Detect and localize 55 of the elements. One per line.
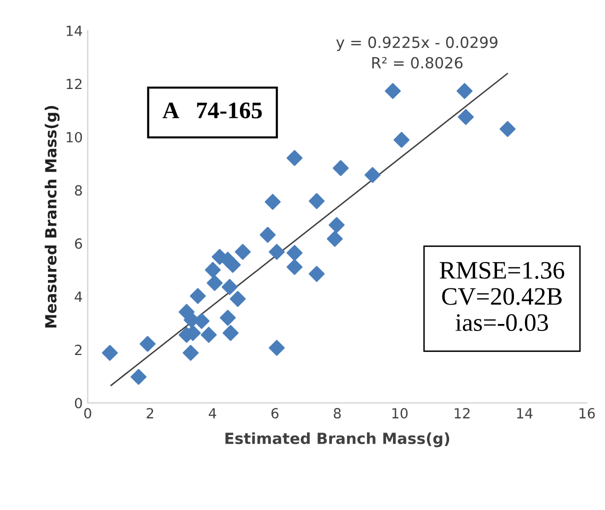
x-tick-label: 2 bbox=[146, 408, 154, 418]
point bbox=[200, 326, 217, 343]
point bbox=[268, 340, 285, 356]
point bbox=[286, 150, 303, 166]
point bbox=[260, 226, 276, 243]
x-tick-label: 6 bbox=[271, 408, 278, 419]
y-tick-label: 2 bbox=[75, 344, 82, 355]
x-tick-label: 8 bbox=[334, 408, 341, 419]
point bbox=[264, 194, 281, 210]
y-tick-label: 10 bbox=[66, 132, 82, 142]
x-tick-label: 12 bbox=[454, 408, 470, 418]
annotation: R² = 0.8026 bbox=[372, 56, 463, 69]
point bbox=[308, 193, 325, 210]
y-axis-title: Measured Branch Mass(g) bbox=[44, 106, 60, 328]
point bbox=[130, 368, 147, 385]
point bbox=[332, 160, 349, 176]
point bbox=[140, 336, 156, 352]
point bbox=[220, 310, 236, 326]
y-tick-label: 14 bbox=[66, 26, 82, 36]
point bbox=[364, 167, 381, 183]
y-tick-label: 4 bbox=[74, 292, 82, 302]
x-tick-label: 14 bbox=[517, 408, 533, 418]
x-tick-label: 4 bbox=[208, 408, 216, 418]
point bbox=[102, 344, 118, 361]
point bbox=[222, 278, 238, 295]
point bbox=[326, 230, 343, 247]
point bbox=[234, 244, 251, 260]
point bbox=[456, 82, 473, 99]
point bbox=[328, 217, 345, 233]
point bbox=[286, 259, 303, 275]
point bbox=[308, 266, 325, 282]
point bbox=[384, 82, 401, 99]
y-tick-label: 0 bbox=[74, 398, 82, 408]
point bbox=[222, 324, 239, 341]
point bbox=[500, 121, 516, 137]
annotation: y = 0.9225x - 0.0299 bbox=[336, 36, 498, 52]
y-tick-label: 12 bbox=[66, 78, 82, 90]
point bbox=[268, 244, 285, 260]
annotation: A 74-165 bbox=[162, 102, 262, 118]
point bbox=[190, 288, 206, 304]
point bbox=[182, 344, 199, 361]
point bbox=[286, 244, 303, 261]
annotation: RMSE=1.36 CV=20.42B ias=-0.03 bbox=[440, 262, 564, 332]
x-tick-label: 16 bbox=[580, 408, 595, 419]
y-tick-label: 6 bbox=[74, 238, 82, 249]
point bbox=[204, 262, 221, 278]
x-axis-title: Estimated Branch Mass(g) bbox=[225, 432, 450, 448]
point bbox=[224, 256, 241, 273]
x-tick-label: 0 bbox=[84, 408, 92, 419]
point bbox=[230, 290, 246, 307]
x-tick-label: 10 bbox=[392, 408, 408, 419]
y-tick-label: 8 bbox=[74, 185, 82, 196]
point bbox=[206, 274, 223, 291]
point bbox=[394, 132, 410, 148]
point bbox=[458, 109, 474, 126]
